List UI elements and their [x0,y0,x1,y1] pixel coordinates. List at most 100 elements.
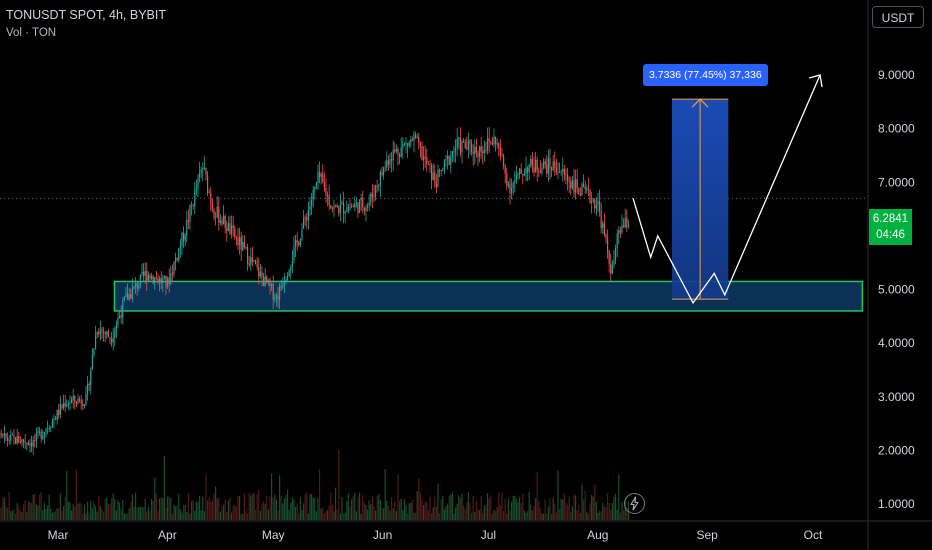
lightning-bolt-icon[interactable] [624,493,645,514]
candle-body [251,257,253,262]
candle-body [563,168,565,175]
volume-bar [94,506,97,520]
candle-body [131,288,133,299]
candle-body [414,134,417,139]
candle-body [34,440,36,442]
volume-bar [123,513,125,520]
volume-bar [523,510,525,520]
volume-bar [166,496,169,520]
volume-bar [466,502,468,520]
candle-body [366,205,369,208]
volume-bar [461,493,463,520]
x-tick-label: Sep [696,528,718,542]
volume-bar [603,506,605,520]
candle-body [422,156,425,160]
candle-body [294,240,297,247]
candle-body [122,299,124,318]
candle-body [5,433,7,439]
y-tick-label: 4.0000 [878,336,915,350]
volume-bar [210,502,212,520]
candle-body [218,206,220,223]
candle-body [626,217,628,228]
volume-bar [254,510,257,520]
candle-body [450,157,452,165]
candle-body [195,188,197,191]
volume-bar [454,507,457,520]
candle-body [365,207,367,212]
volume-bar [456,503,458,520]
volume-bar [538,500,540,520]
candle-body [290,266,292,271]
volume-bar [507,498,509,520]
candle-body [99,329,101,334]
volume-bar [354,492,356,520]
volume-bar [339,513,341,520]
volume-bar [536,472,538,520]
volume-bar [531,510,533,520]
candle-body [323,182,325,188]
volume-bar [554,503,556,520]
candle-body [230,225,233,234]
volume-bar [482,512,484,520]
candle-body [392,149,394,161]
candle-body [574,179,577,193]
volume-bar [346,501,348,520]
volume-bar [98,496,100,520]
candle-body [507,183,509,186]
volume-bar [488,498,490,520]
volume-bar [155,493,157,520]
volume-bar [427,510,429,520]
volume-bar [565,503,567,520]
candle-body [456,138,458,148]
candle-body [451,151,453,158]
volume-bar [232,505,234,520]
volume-bar [246,513,249,520]
volume-bar [30,503,33,520]
candle-body [118,315,121,318]
candle-body [86,383,89,394]
volume-bar [330,492,332,520]
candle-body [38,431,41,433]
volume-indicator-label[interactable]: Vol · TON [6,27,57,39]
candle-body [382,167,385,176]
candle-body [587,188,589,191]
volume-bar [365,504,367,520]
candle-body [149,275,151,280]
volume-bar [514,495,516,520]
candle-body [152,276,154,284]
candle-body [538,169,540,173]
volume-bar [26,512,28,520]
candle-body [338,207,340,214]
currency-button[interactable]: USDT [872,6,924,28]
candle-body [403,143,405,145]
volume-bar [392,507,394,520]
candle-body [240,237,242,251]
volume-bar [410,502,412,520]
volume-bar [467,492,469,520]
volume-bar [230,512,233,520]
volume-bar [528,492,530,520]
candle-body [210,192,212,204]
candle-body [573,180,575,193]
candle-body [165,275,167,287]
volume-bars-group [0,448,629,520]
symbol-title[interactable]: TONUSDT SPOT, 4h, BYBIT [6,8,166,22]
candle-body [104,333,106,335]
candle-body [558,172,561,174]
volume-bar [75,469,77,520]
volume-bar [317,497,319,520]
candle-body [498,143,500,148]
x-tick-label: May [262,528,285,542]
candle-body [35,433,37,441]
candle-body [621,225,623,233]
candle-body [390,159,393,161]
volume-bar [382,508,385,520]
volume-bar [107,504,109,520]
volume-bar [275,499,277,520]
candle-body [539,172,541,174]
volume-bar [118,502,121,520]
volume-bar [509,510,511,520]
candle-body [130,294,132,299]
